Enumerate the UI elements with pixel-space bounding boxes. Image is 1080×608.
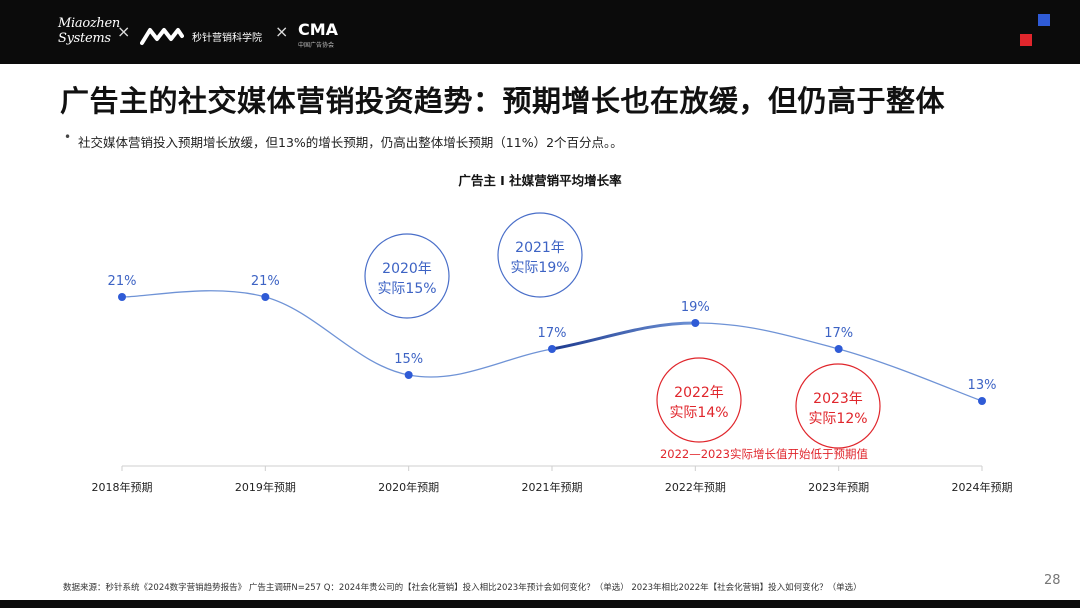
data-point <box>548 345 556 353</box>
series-line-segment <box>265 296 409 376</box>
data-label: 21% <box>108 274 137 289</box>
miaozhen-logo-line2: Systems <box>58 31 111 46</box>
data-point <box>834 345 843 353</box>
annotation-circle <box>497 212 583 298</box>
annotation-year: 2021年 <box>515 240 565 256</box>
decor-red-square <box>1020 34 1032 46</box>
separator-x-1: × <box>117 22 131 41</box>
x-tick-label: 2022年预期 <box>665 480 726 494</box>
separator-x-2: × <box>275 22 289 41</box>
data-label: 15% <box>394 352 423 367</box>
series-line-highlight-segment <box>551 321 696 351</box>
annotation-actual: 实际15% <box>377 281 436 297</box>
decor-blue-square <box>1038 14 1050 26</box>
miaozhen-logo: Miaozhen Systems <box>58 16 120 46</box>
data-label: 13% <box>968 378 997 393</box>
series-line-segment <box>695 322 839 350</box>
data-point <box>404 371 413 379</box>
data-point <box>261 293 270 301</box>
series-line-segment <box>408 348 553 378</box>
data-source-footnote: 数据来源：秒针系统《2024数字营销趋势报告》 广告主调研N=257 Q：202… <box>63 583 862 593</box>
cma-logo: CMA <box>298 20 339 39</box>
data-label: 21% <box>251 274 280 289</box>
cma-logo-subtitle: 中国广告协会 <box>298 42 335 49</box>
chart-title: 广告主 I 社媒营销平均增长率 <box>458 173 622 188</box>
data-label: 17% <box>538 326 567 341</box>
series-line-segment <box>838 348 983 402</box>
annotation-circle <box>795 363 881 449</box>
data-point <box>978 397 986 405</box>
page-number: 28 <box>1044 573 1061 588</box>
bullet-text: 社交媒体营销投入预期增长放缓，但13%的增长预期，仍高出整体增长预期（11%）2… <box>78 135 623 150</box>
academy-logo-icon <box>140 28 184 45</box>
data-label: 17% <box>824 326 853 341</box>
x-tick-label: 2024年预期 <box>952 480 1013 494</box>
page-title: 广告主的社交媒体营销投资趋势：预期增长也在放缓，但仍高于整体 <box>60 84 946 118</box>
annotation-year: 2022年 <box>674 385 724 401</box>
annotation-actual: 实际12% <box>808 411 867 427</box>
annotation-actual: 实际19% <box>510 260 569 276</box>
x-tick-label: 2019年预期 <box>235 480 296 494</box>
header-bar: Miaozhen Systems × 秒针营销科学院 × CMA 中国广告协会 <box>0 0 1080 64</box>
annotation-year: 2020年 <box>382 261 432 277</box>
x-tick-label: 2021年预期 <box>522 480 583 494</box>
annotation-circle <box>364 233 450 319</box>
data-point <box>118 293 126 301</box>
x-tick-label: 2020年预期 <box>378 480 439 494</box>
bottom-bar <box>0 600 1080 608</box>
academy-name: 秒针营销科学院 <box>192 33 262 44</box>
miaozhen-logo-line1: Miaozhen <box>58 16 120 31</box>
annotation-note: 2022—2023实际增长值开始低于预期值 <box>660 447 869 461</box>
annotation-circle <box>656 357 742 443</box>
x-tick-label: 2018年预期 <box>92 480 153 494</box>
data-label: 19% <box>681 300 710 315</box>
x-tick-label: 2023年预期 <box>808 480 869 494</box>
annotation-actual: 实际14% <box>669 405 728 421</box>
series-line-segment <box>121 290 266 298</box>
data-point <box>691 319 700 327</box>
bullet-dot: • <box>64 130 72 144</box>
annotation-year: 2023年 <box>813 391 863 407</box>
